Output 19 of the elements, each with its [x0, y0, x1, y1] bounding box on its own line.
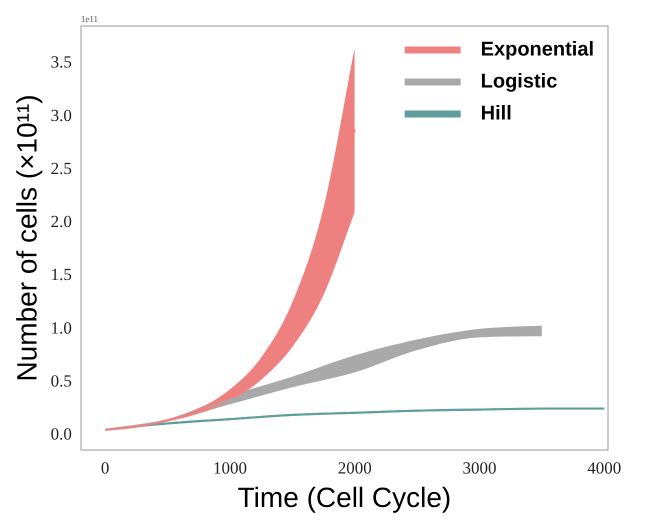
x-axis-title: Time (Cell Cycle): [238, 482, 452, 513]
y-tick-label: 0.5: [50, 371, 72, 390]
x-tick-label: 4000: [587, 458, 622, 478]
x-tick-label: 2000: [338, 458, 372, 478]
y-tick-label: 2.5: [50, 158, 72, 178]
y-tick-label: 1.5: [50, 265, 72, 284]
x-tick-label: 0: [100, 458, 110, 478]
legend-label: Logistic: [480, 70, 558, 93]
y-tick-label: 1.0: [50, 318, 72, 338]
y-tick-label: 0.0: [50, 424, 72, 444]
legend-label: Exponential: [480, 38, 594, 61]
x-tick-label: 3000: [462, 458, 496, 478]
y-tick-label: 3.0: [50, 106, 72, 125]
text: 1e11: [80, 14, 98, 24]
y-tick-label: 3.5: [50, 52, 72, 72]
y-tick-label: 2.0: [50, 212, 72, 232]
y-axis-title: Number of cells (×10¹¹): [12, 94, 43, 382]
legend-label: Hill: [480, 102, 512, 125]
x-tick-label: 1000: [212, 458, 247, 478]
